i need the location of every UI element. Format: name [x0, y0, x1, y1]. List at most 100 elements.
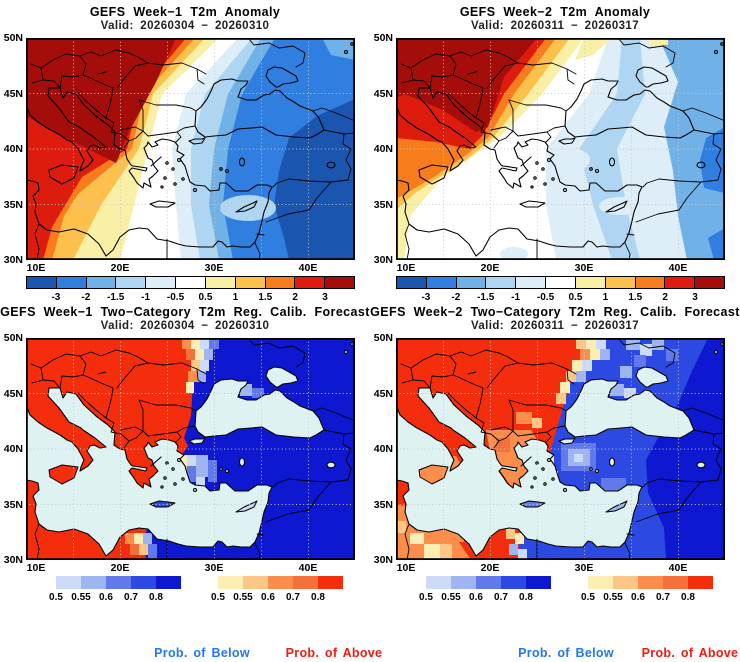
colorbar-segment — [486, 277, 517, 288]
colorbar-segment — [635, 277, 666, 288]
lat-tick-label: 40N — [3, 443, 23, 455]
colorbar-tick-label: -1.5 — [107, 292, 125, 303]
colorbar-tick-label: 0.5 — [211, 592, 225, 603]
colorbar-segment — [526, 576, 551, 589]
map-week2-prob: 50N 45N 40N 35N 30N 10E 20E 30E 40E — [374, 333, 725, 574]
map-week1-prob: 50N 45N 40N 35N 30N 10E 20E 30E 40E — [4, 333, 355, 574]
colorbar-tick-label: 2 — [292, 292, 298, 303]
map-week1-anomaly: 50N 45N 40N 35N 30N 10E 20E 30E 40E — [4, 33, 355, 274]
colorbar-strip — [396, 276, 725, 289]
panel-valid-range: Valid: 20260304 − 20260310 — [100, 320, 270, 332]
colorbar-tick-label: 0.8 — [681, 592, 695, 603]
colorbar-segment — [456, 277, 487, 288]
colorbar-segment — [131, 576, 156, 589]
lat-tick-label: 45N — [373, 87, 393, 100]
colorbar-segment — [516, 277, 547, 288]
colorbar-segment — [86, 277, 117, 288]
colorbar-tick-label: -1 — [141, 292, 151, 303]
colorbar-segment — [243, 576, 268, 589]
colorbar-segment — [318, 576, 343, 589]
lon-tick-label: 10E — [26, 562, 46, 574]
colorbar-segment — [476, 576, 501, 589]
colorbar-segment — [501, 576, 526, 589]
colorbar-tick-label: -0.5 — [166, 292, 185, 303]
prob-below-colorbar: 0.5 0.55 0.6 0.7 0.8 — [419, 576, 551, 608]
colorbar-tick-label: 0.5 — [581, 592, 595, 603]
lat-tick-label: 45N — [3, 387, 23, 400]
colorbar-tick-label: 0.7 — [656, 592, 670, 603]
colorbar-segment — [295, 277, 326, 288]
panel-week2-anomaly: GEFS Week−2 T2m Anomaly Valid: 20260311 … — [370, 0, 740, 303]
colorbar-segment — [205, 277, 236, 288]
lat-tick-label: 40N — [373, 443, 393, 455]
lon-tick-label: 40E — [668, 562, 688, 574]
colorbar-tick-label: -2 — [81, 292, 91, 303]
colorbar-tick-label: 0.5 — [419, 592, 433, 603]
lat-tick-label: 30N — [373, 554, 393, 566]
lat-tick-label: 50N — [373, 332, 393, 344]
panel-title: GEFS Week−2 T2m Anomaly — [459, 5, 651, 19]
prob-above-label: Prob. of Above — [641, 646, 739, 660]
lon-tick-label: 30E — [204, 562, 224, 574]
colorbar-segment — [56, 277, 87, 288]
colorbar-tick-label: 0.5 — [198, 292, 213, 303]
anomaly-colorbar: -3 -2 -1.5 -1 -0.5 0.5 1 1.5 2 3 — [396, 276, 725, 308]
colorbar-tick-label: 1.5 — [628, 292, 643, 303]
colorbar-segment — [663, 576, 688, 589]
colorbar-tick-label: -3 — [51, 292, 61, 303]
colorbar-segment — [56, 576, 81, 589]
colorbar-strip — [218, 576, 343, 589]
lon-tick-label: 10E — [26, 262, 46, 274]
lon-tick-label: 20E — [110, 562, 130, 574]
anomaly-field-week1 — [26, 38, 355, 260]
lat-tick-label: 50N — [373, 32, 393, 44]
colorbar-segment — [265, 277, 296, 288]
colorbar-tick-label: 1 — [232, 292, 239, 303]
colorbar-tick-label: 0.55 — [441, 592, 461, 603]
colorbar-segment — [325, 277, 354, 288]
colorbar-segment — [638, 576, 663, 589]
lon-tick-label: 10E — [396, 562, 416, 574]
colorbar-segment — [81, 576, 106, 589]
colorbar-segment — [588, 576, 613, 589]
colorbar-tick-label: 3 — [322, 292, 328, 303]
colorbar-tick-label: 0.6 — [631, 592, 645, 603]
colorbar-tick-label: 0.7 — [286, 592, 300, 603]
panel-title: GEFS Week−1 T2m Anomaly — [89, 5, 281, 19]
panel-title: GEFS Week−2 Two−Category T2m Reg. Calib.… — [370, 305, 740, 319]
panel-valid-range: Valid: 20260311 − 20260317 — [470, 20, 640, 32]
colorbar-tick-label: 0.7 — [124, 592, 138, 603]
colorbar-segment — [106, 576, 131, 589]
colorbar-segment — [426, 277, 457, 288]
colorbar-tick-label: 0.5 — [49, 592, 63, 603]
prob-below-label: Prob. of Below — [518, 646, 614, 660]
colorbar-segment — [397, 277, 427, 288]
lon-tick-label: 20E — [480, 562, 500, 574]
colorbar-tick-label: -3 — [421, 292, 431, 303]
lon-tick-label: 10E — [396, 262, 416, 274]
lat-tick-label: 35N — [373, 498, 393, 511]
colorbar-tick-label: 0.55 — [603, 592, 623, 603]
colorbar-strip — [426, 576, 551, 589]
lat-tick-label: 30N — [3, 554, 23, 566]
colorbar-segment — [146, 277, 177, 288]
colorbar-segment — [451, 576, 476, 589]
colorbar-tick-label: 1 — [602, 292, 609, 303]
colorbar-segment — [613, 576, 638, 589]
lat-tick-label: 35N — [373, 198, 393, 211]
lat-tick-label: 30N — [3, 254, 23, 266]
lon-tick-label: 30E — [204, 262, 224, 274]
lon-tick-label: 30E — [574, 562, 594, 574]
map-week2-anomaly: 50N 45N 40N 35N 30N 10E 20E 30E 40E — [374, 33, 725, 274]
lat-tick-label: 35N — [3, 498, 23, 511]
anomaly-colorbar: -3 -2 -1.5 -1 -0.5 0.5 1 1.5 2 3 — [26, 276, 355, 308]
colorbar-segment — [605, 277, 636, 288]
colorbar-tick-label: 0.6 — [99, 592, 113, 603]
prob-above-label: Prob. of Above — [285, 646, 383, 660]
colorbar-segment — [688, 576, 713, 589]
colorbar-tick-label: 0.8 — [149, 592, 163, 603]
colorbar-tick-label: 0.5 — [568, 292, 583, 303]
colorbar-segment — [235, 277, 266, 288]
colorbar-segment — [268, 576, 293, 589]
